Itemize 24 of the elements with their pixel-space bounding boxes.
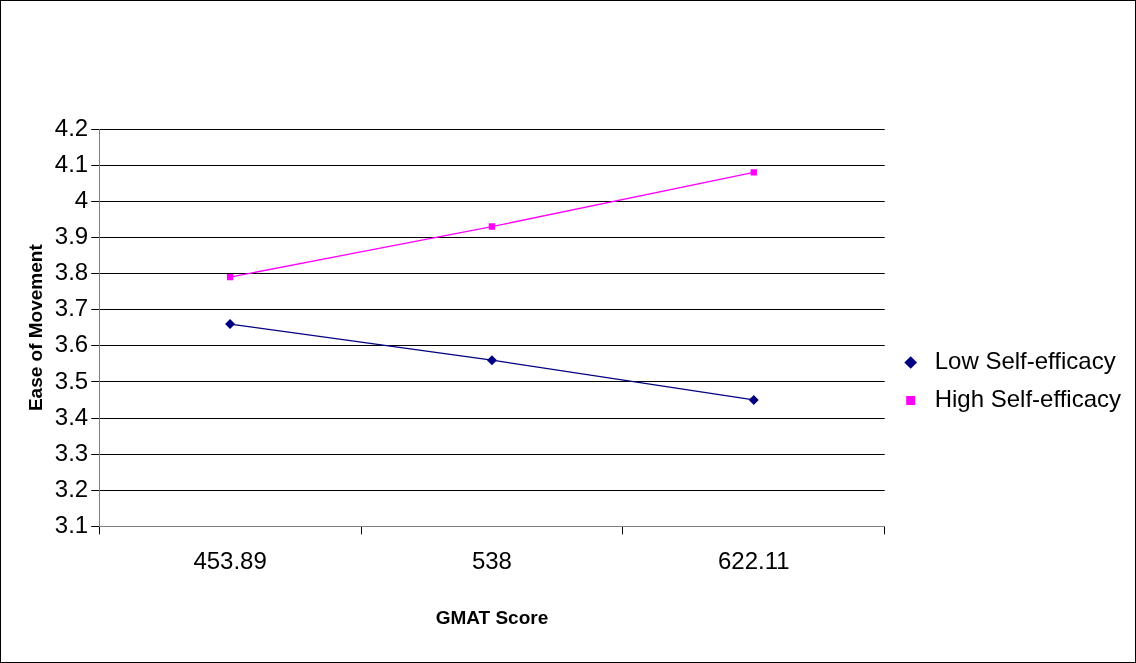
legend-label: Low Self-efficacy [934,347,1116,375]
point [748,394,759,405]
x-tick-label: 453.89 [193,547,267,575]
point [486,355,497,366]
point [225,319,236,330]
y-tick-label: 4.2 [54,113,89,141]
y-tick-label: 3.8 [54,258,89,286]
y-tick-label: 4 [74,185,89,213]
y-tick-label: 3.6 [54,330,89,358]
legend-label: High Self-efficacy [934,385,1122,413]
y-tick-label: 3.4 [54,402,89,430]
y-tick-label: 3.7 [54,294,89,322]
x-tick-label: 538 [471,547,512,575]
x-axis-title: GMAT Score [435,606,549,628]
y-tick-label: 3.2 [54,474,89,502]
x-tick-label: 622.11 [717,547,790,575]
point [750,169,757,176]
y-tick-label: 3.9 [54,222,89,250]
y-tick-label: 3.3 [54,438,89,466]
point [488,223,496,230]
y-tick-label: 3.5 [54,366,89,394]
y-tick-label: 3.1 [54,511,89,539]
y-tick-label: 4.1 [54,149,89,177]
y-axis-title: Ease of Movement [24,243,46,412]
